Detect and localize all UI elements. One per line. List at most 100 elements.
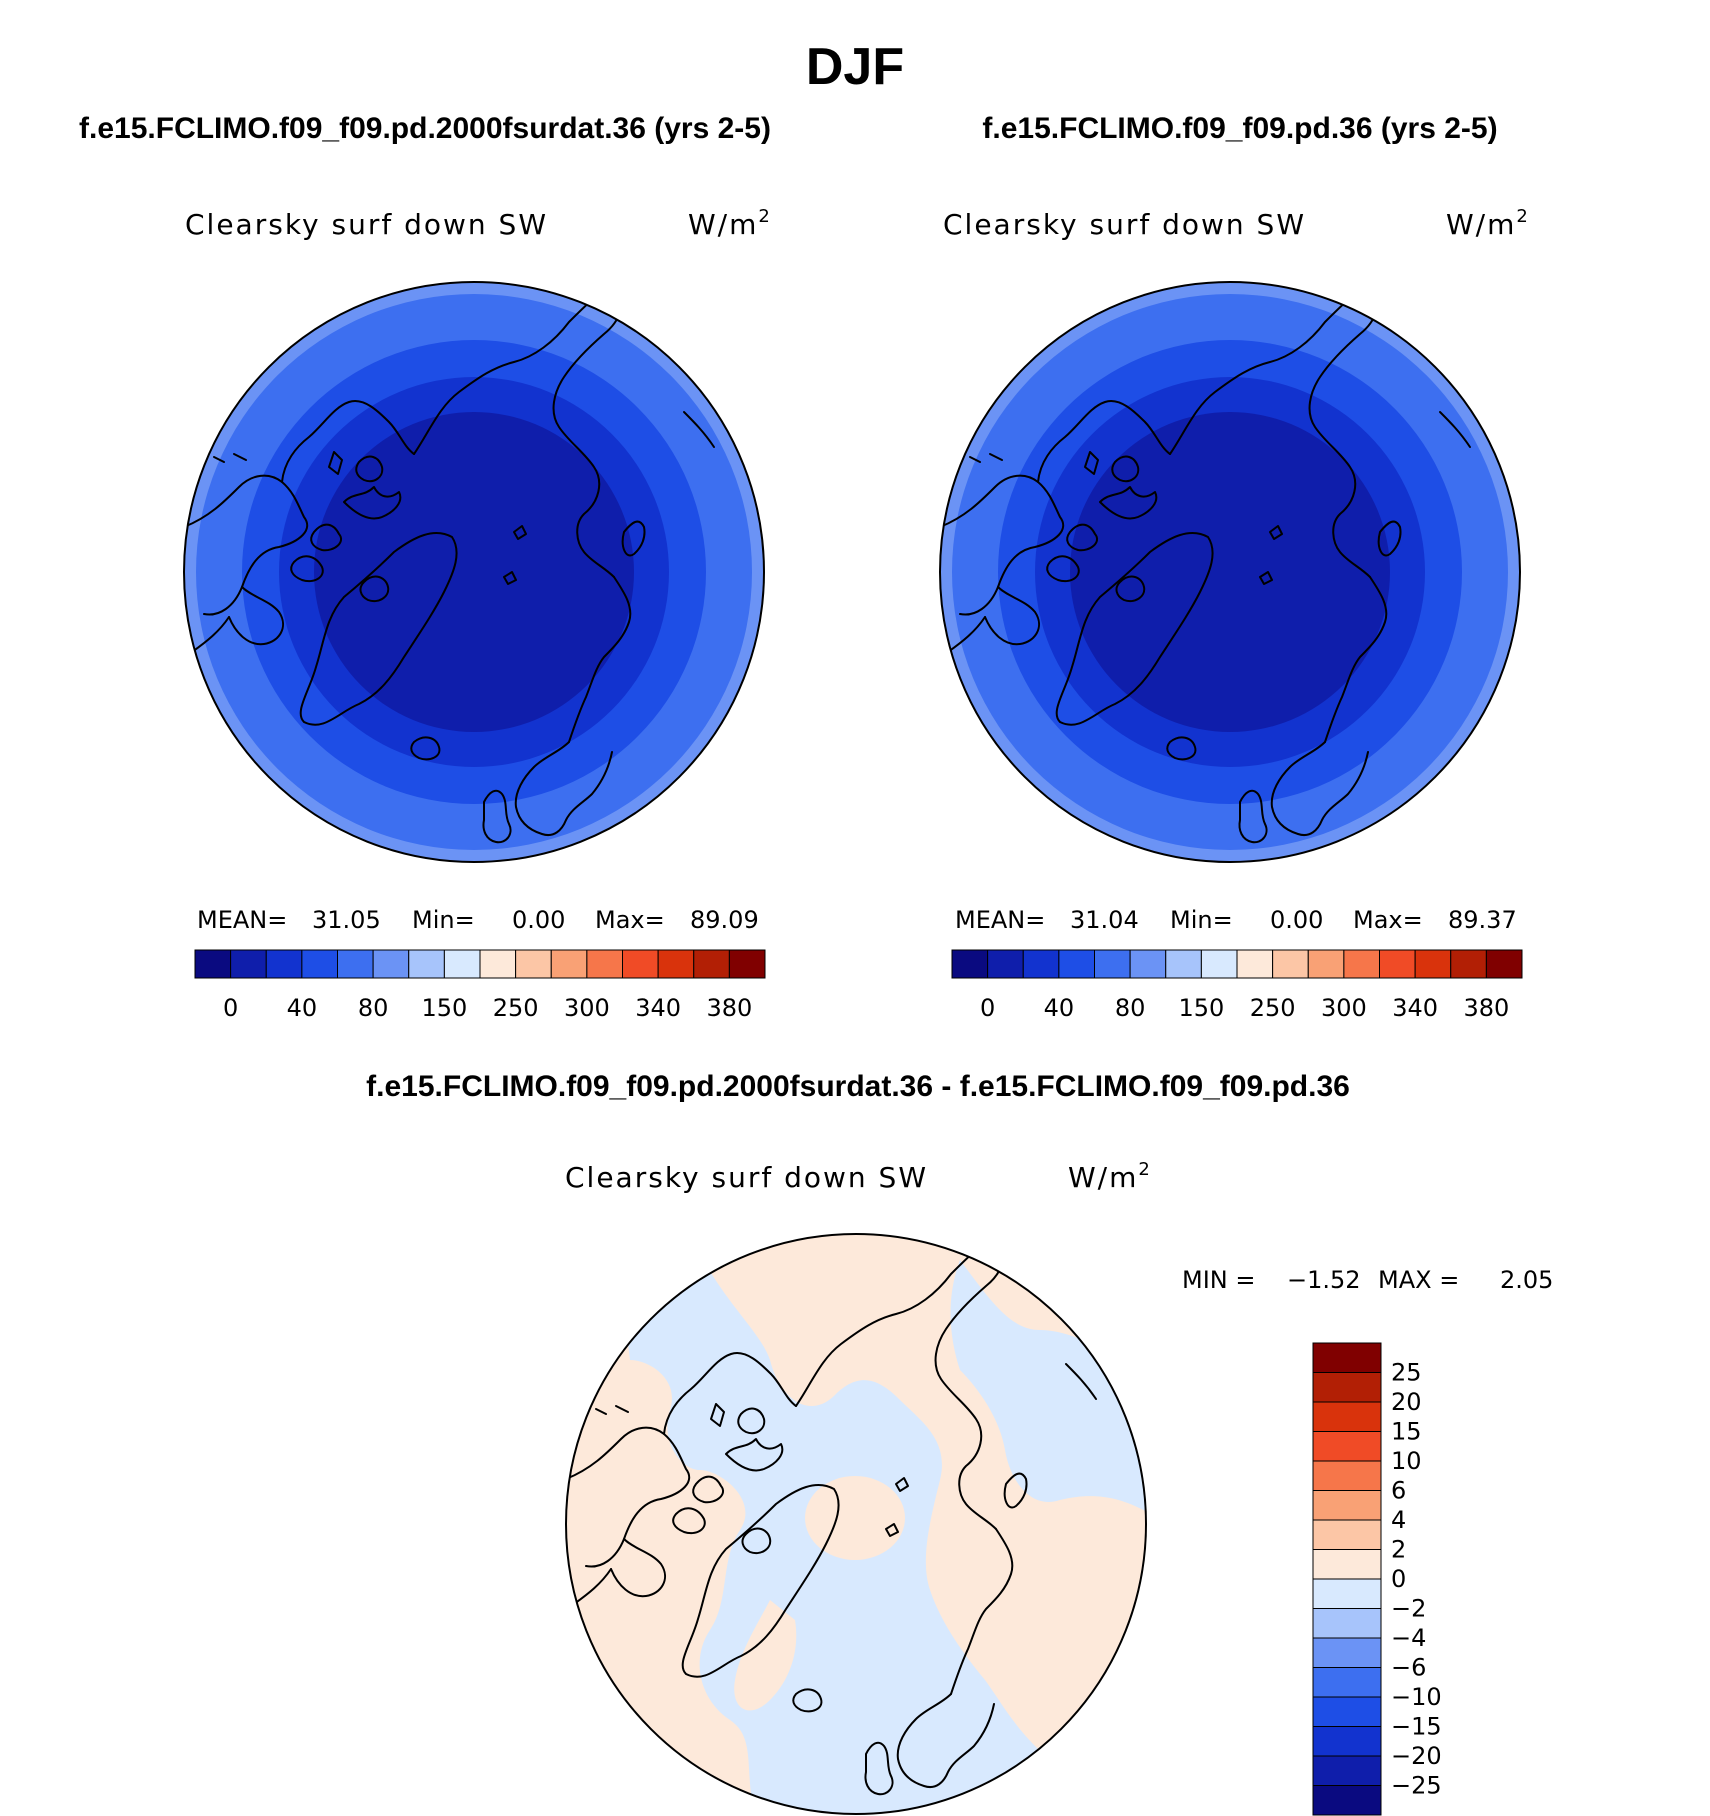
colorbar-tick-label: 6 [1391,1477,1406,1505]
colorbar-box [1312,1726,1382,1757]
colorbar-box [728,949,766,979]
colorbar-box [586,949,623,979]
diff-min-value: −1.52 [1287,1266,1361,1294]
colorbar-box [1312,1785,1382,1816]
colorbar-box [1450,949,1487,979]
colorbar-tick-label: −4 [1391,1624,1426,1652]
colorbar-box [657,949,695,979]
diff-map-border [565,1233,1147,1815]
diff-max-label: MAX = [1378,1266,1459,1294]
colorbar-box [1312,1608,1382,1639]
colorbar-box [1312,1519,1382,1550]
colorbar-box [1094,949,1131,979]
colorbar-box [194,949,232,979]
colorbar-box [1312,1637,1382,1668]
colorbar-tick-label: 40 [1044,994,1075,1022]
right-polar-map [940,282,1520,862]
right-min-value: 0.00 [1270,906,1323,934]
right-max-label: Max= [1353,906,1423,934]
left-colorbar [194,949,766,979]
colorbar-tick-label: 40 [287,994,318,1022]
colorbar-box [1414,949,1452,979]
diff-panel: f.e15.FCLIMO.f09_f09.pd.2000fsurdat.36 -… [366,1070,1553,1816]
colorbar-box [1312,1696,1382,1727]
left-polar-map [184,282,764,862]
colorbar-box [372,949,410,979]
colorbar-box [1307,949,1345,979]
right-map-core [1070,412,1390,732]
colorbar-tick-label: −2 [1391,1595,1426,1623]
left-map-core [314,412,634,732]
colorbar-tick-label: 380 [1463,994,1509,1022]
diff-case-title: f.e15.FCLIMO.f09_f09.pd.2000fsurdat.36 -… [366,1070,1350,1103]
colorbar-box [1312,1549,1382,1580]
left-case-title: f.e15.FCLIMO.f09_f09.pd.2000fsurdat.36 (… [79,112,771,145]
colorbar-tick-label: 0 [223,994,238,1022]
colorbar-tick-label: 150 [1178,994,1224,1022]
colorbar-box [1312,1755,1382,1786]
right-colorbar-labels: 0 40 80 150 250 300 340 380 [980,994,1509,1022]
colorbar-box [1312,1490,1382,1521]
right-units-label: W/m2 [1446,206,1530,241]
colorbar-tick-label: −10 [1391,1683,1442,1711]
colorbar-tick-label: 0 [1391,1565,1406,1593]
colorbar-tick-label: 10 [1391,1447,1422,1475]
colorbar-tick-label: −25 [1391,1772,1442,1800]
colorbar-tick-label: 150 [421,994,467,1022]
colorbar-box [987,949,1024,979]
main-title: DJF [806,38,904,96]
colorbar-box [1129,949,1167,979]
left-max-label: Max= [595,906,665,934]
colorbar-box [1312,1372,1382,1403]
colorbar-tick-label: −20 [1391,1742,1442,1770]
colorbar-tick-label: −15 [1391,1713,1442,1741]
colorbar-box [1312,1460,1382,1491]
colorbar-tick-label: 300 [564,994,610,1022]
colorbar-tick-label: 15 [1391,1418,1422,1446]
colorbar-tick-label: 20 [1391,1388,1422,1416]
right-mean-value: 31.04 [1070,906,1139,934]
left-min-label: Min= [412,906,475,934]
left-units-label: W/m2 [688,206,772,241]
colorbar-box [1236,949,1274,979]
right-max-value: 89.37 [1448,906,1517,934]
colorbar-box [408,949,445,979]
colorbar-box [693,949,730,979]
colorbar-tick-label: 80 [358,994,389,1022]
right-colorbar [951,949,1523,979]
diff-units-label: W/m2 [1068,1159,1152,1194]
left-panel: f.e15.FCLIMO.f09_f09.pd.2000fsurdat.36 (… [79,112,772,1022]
colorbar-box [1312,1401,1382,1432]
colorbar-box [337,949,374,979]
colorbar-box [1058,949,1095,979]
right-panel: f.e15.FCLIMO.f09_f09.pd.36 (yrs 2-5) Cle… [939,112,1530,1022]
colorbar-tick-label: 250 [493,994,539,1022]
colorbar-box [1379,949,1416,979]
diff-min-label: MIN = [1182,1266,1255,1294]
colorbar-tick-label: 4 [1391,1506,1406,1534]
left-variable-label: Clearsky surf down SW [185,208,548,241]
diff-max-value: 2.05 [1500,1266,1553,1294]
left-min-value: 0.00 [512,906,565,934]
colorbar-box [1312,1431,1382,1462]
right-mean-label: MEAN= [955,906,1045,934]
colorbar-box [622,949,659,979]
right-min-label: Min= [1170,906,1233,934]
colorbar-box [265,949,303,979]
colorbar-box [1312,1342,1382,1373]
colorbar-tick-label: 340 [635,994,681,1022]
colorbar-tick-label: 0 [980,994,995,1022]
left-mean-value: 31.05 [312,906,381,934]
colorbar-tick-label: 380 [706,994,752,1022]
colorbar-tick-label: 300 [1321,994,1367,1022]
diff-map-positive-greenland [734,1600,797,1711]
left-colorbar-labels: 0 40 80 150 250 300 340 380 [223,994,752,1022]
colorbar-box [1485,949,1523,979]
left-mean-label: MEAN= [197,906,287,934]
right-case-title: f.e15.FCLIMO.f09_f09.pd.36 (yrs 2-5) [982,112,1497,145]
colorbar-box [1165,949,1202,979]
colorbar-box [1312,1667,1382,1698]
colorbar-box [1200,949,1238,979]
colorbar-box [1272,949,1309,979]
